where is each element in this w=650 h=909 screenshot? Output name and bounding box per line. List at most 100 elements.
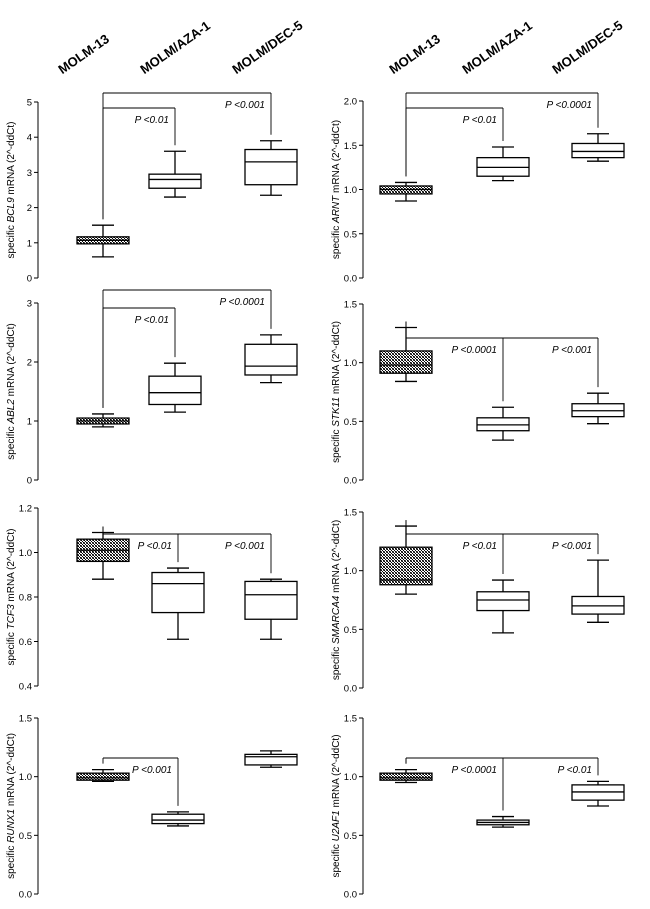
p-value-label: P <0.001 — [552, 541, 592, 552]
y-tick-label: 0.0 — [344, 476, 357, 487]
box-molm-dec-5 — [571, 133, 625, 162]
significance-bracket: P <0.001 — [102, 92, 272, 220]
iqr-box — [571, 142, 625, 159]
y-axis-label-part: SMARCA4 — [331, 595, 342, 644]
significance-bracket: P <0.01 — [102, 107, 176, 220]
iqr-box — [244, 580, 298, 620]
p-value-label: P <0.01 — [558, 765, 592, 776]
iqr-box — [244, 753, 298, 766]
p-value-label: P <0.01 — [135, 315, 169, 326]
box-molm-dec-5 — [571, 392, 625, 425]
box-molm-dec-5 — [244, 578, 298, 640]
significance-bracket: P <0.0001 — [102, 289, 272, 408]
p-value-label: P <0.01 — [463, 541, 497, 552]
box-molm-13 — [76, 531, 130, 580]
y-tick-label: 2 — [27, 358, 32, 369]
iqr-box — [244, 148, 298, 186]
y-axis-label: specific RUNX1 mRNA (2^-ddCt) — [6, 733, 17, 879]
y-tick-label: 0.0 — [344, 684, 357, 695]
y-tick-label: 1.5 — [344, 508, 357, 519]
y-axis-label: specific U2AF1 mRNA (2^-ddCt) — [331, 734, 342, 877]
box-molm-dec-5 — [571, 559, 625, 623]
box-molm-aza-1 — [476, 146, 530, 182]
p-value-label: P <0.0001 — [546, 100, 592, 111]
box-molm-dec-5 — [244, 334, 298, 384]
significance-bracket: P <0.001 — [405, 520, 599, 555]
y-axis-label-part: mRNA (2^-ddCt) — [331, 520, 342, 596]
y-tick-label: 1.0 — [19, 548, 32, 559]
y-tick-label: 0 — [27, 476, 32, 487]
box-molm-13 — [379, 181, 433, 202]
box-molm-13 — [76, 413, 130, 428]
y-tick-label: 1.5 — [344, 300, 357, 311]
box-molm-13 — [76, 224, 130, 258]
y-axis-label-part: mRNA (2^-ddCt) — [331, 120, 342, 196]
box-molm-13 — [379, 768, 433, 784]
y-tick-label: 1.5 — [19, 714, 32, 725]
panel-tcf3: 0.4 0.6 0.8 1.0 1.2 specific TCF3 mRNA (2^-dd… — [6, 504, 298, 693]
y-tick-label: 0.5 — [344, 417, 357, 428]
p-value-label: P <0.001 — [552, 345, 592, 356]
p-value-label: P <0.01 — [463, 115, 497, 126]
y-tick-label: 0 — [27, 274, 32, 285]
y-tick-label: 0.8 — [19, 593, 32, 604]
y-axis-label-part: BCL9 — [6, 197, 17, 222]
y-axis-label-part: mRNA (2^-ddCt) — [6, 733, 17, 809]
iqr-box — [379, 546, 433, 586]
y-tick-label: 1.5 — [344, 141, 357, 152]
box-molm-aza-1 — [476, 579, 530, 634]
box-molm-aza-1 — [148, 362, 202, 413]
y-axis-label-part: mRNA (2^-ddCt) — [6, 122, 17, 198]
y-tick-label: 1 — [27, 417, 32, 428]
y-tick-label: 1.0 — [344, 772, 357, 783]
y-tick-label: 1.0 — [344, 185, 357, 196]
y-axis-label-part: specific — [331, 427, 342, 463]
y-axis-label-part: U2AF1 — [331, 810, 342, 841]
y-axis-label-part: specific — [6, 222, 17, 258]
iqr-box — [148, 173, 202, 189]
significance-bracket: P <0.0001 — [405, 757, 504, 811]
iqr-box — [151, 571, 205, 614]
significance-bracket: P <0.001 — [102, 757, 179, 806]
y-tick-label: 1.5 — [344, 714, 357, 725]
p-value-label: P <0.01 — [138, 541, 172, 552]
y-axis-label: specific ABL2 mRNA (2^-ddCt) — [6, 323, 17, 459]
iqr-box — [476, 591, 530, 612]
y-axis-label: specific ARNT mRNA (2^-ddCt) — [331, 120, 342, 259]
p-value-label: P <0.001 — [132, 765, 172, 776]
box-molm-dec-5 — [244, 140, 298, 196]
y-axis-label-part: ABL2 — [6, 399, 17, 425]
y-tick-label: 5 — [27, 98, 32, 109]
box-molm-aza-1 — [148, 150, 202, 198]
y-axis-label: specific STK11 mRNA (2^-ddCt) — [331, 321, 342, 463]
p-value-label: P <0.001 — [225, 100, 265, 111]
y-axis-label-part: specific — [331, 841, 342, 877]
y-tick-label: 1.0 — [344, 566, 357, 577]
y-tick-label: 0.0 — [344, 890, 357, 901]
y-tick-label: 1 — [27, 238, 32, 249]
iqr-box — [76, 772, 130, 781]
box-molm-dec-5 — [571, 780, 625, 807]
y-axis-label-part: specific — [331, 644, 342, 680]
y-axis-label-part: STK11 — [331, 397, 342, 427]
box-molm-aza-1 — [476, 406, 530, 441]
p-value-label: P <0.0001 — [451, 765, 497, 776]
iqr-box — [379, 772, 433, 781]
panel-arnt: 0.0 0.5 1.0 1.5 2.0 specific ARNT mRNA (2^-dd… — [331, 92, 625, 285]
y-axis-label: specific SMARCA4 mRNA (2^-ddCt) — [331, 520, 342, 680]
panel-bcl9: 0 1 2 3 4 5 specific BCL9 mRNA (2^-ddCt) P <0.0… — [6, 92, 298, 285]
y-axis-label-part: mRNA (2^-ddCt) — [331, 734, 342, 810]
y-axis-label-part: specific — [6, 424, 17, 460]
iqr-box — [148, 375, 202, 406]
panel-abl2: 0 1 2 3 specific ABL2 mRNA (2^-ddCt) P <0.01 P… — [6, 289, 298, 487]
y-tick-label: 2.0 — [344, 97, 357, 108]
iqr-box — [244, 343, 298, 376]
y-axis-label-part: specific — [6, 843, 17, 879]
y-axis-label-part: RUNX1 — [6, 809, 17, 843]
p-value-label: P <0.01 — [135, 115, 169, 126]
